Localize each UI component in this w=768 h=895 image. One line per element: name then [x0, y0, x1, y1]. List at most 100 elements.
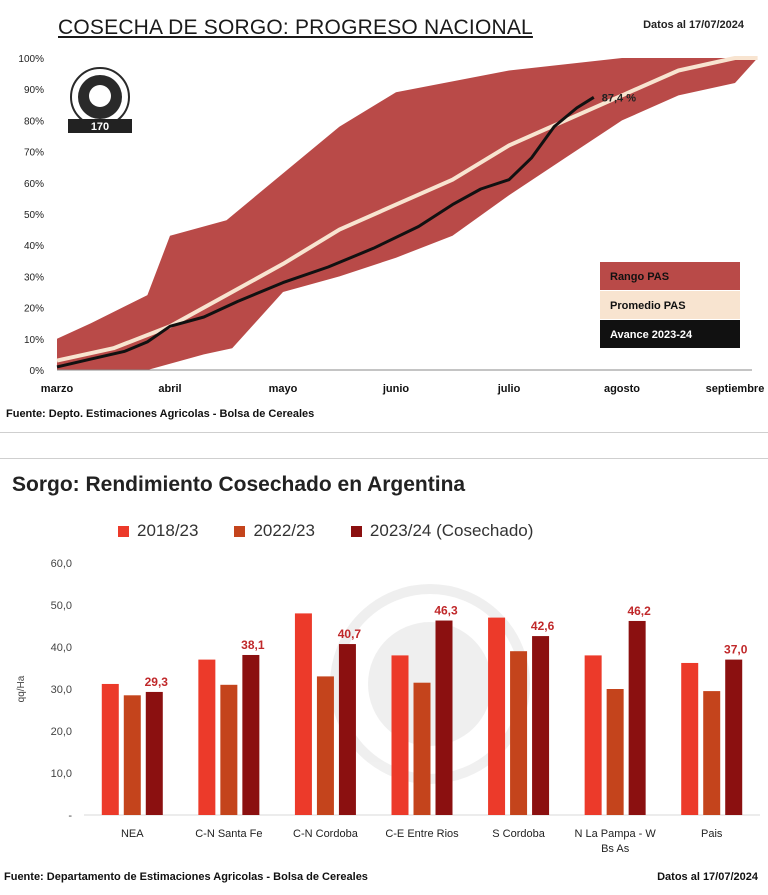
legend-label: Rango PAS — [610, 271, 669, 283]
progress-chart-panel: COSECHA DE SORGO: PROGRESO NACIONAL Dato… — [0, 0, 768, 433]
y-tick-label: 30% — [24, 272, 44, 283]
y-tick-label: 100% — [18, 54, 44, 65]
bar — [294, 613, 312, 815]
x-tick-label: C-N Santa Fe — [195, 828, 262, 840]
bar — [681, 662, 699, 815]
bar — [198, 659, 216, 815]
legend-item-progress: Avance 2023-24 — [600, 320, 740, 348]
y-axis-label: qq/Ha — [16, 675, 27, 702]
x-tick-label: septiembre — [706, 383, 765, 395]
bar — [628, 620, 646, 815]
yield-legend: 2018/23 2022/23 2023/24 (Cosechado) — [118, 521, 533, 541]
x-tick-label: Pais — [701, 828, 723, 840]
y-tick-label: 40,0 — [51, 642, 72, 654]
legend-item-2022-23: 2022/23 — [234, 521, 315, 541]
bar — [606, 689, 624, 815]
progress-end-label: 87,4 % — [602, 92, 636, 104]
y-tick-label: 60,0 — [51, 558, 72, 570]
y-tick-label: 40% — [24, 241, 44, 252]
y-tick-label: 90% — [24, 85, 44, 96]
legend-label: Avance 2023-24 — [610, 329, 693, 341]
bar-group: 38,1 — [198, 638, 265, 815]
bar-group: 29,3 — [101, 675, 169, 815]
y-tick-label: 60% — [24, 179, 44, 190]
data-label: 38,1 — [241, 638, 265, 652]
data-label: 42,6 — [531, 619, 555, 633]
y-tick-label: 30,0 — [51, 684, 72, 696]
legend-label: Promedio PAS — [610, 300, 686, 312]
yield-chart-svg: 60,0 50,0 40,0 30,0 20,0 10,0 - qq/Ha 29,3 NEA 38,… — [16, 558, 760, 855]
y-tick-label: 70% — [24, 148, 44, 159]
legend-swatch — [600, 320, 740, 348]
x-tick-label: N La Pampa - W Bs As — [574, 828, 656, 855]
bar — [338, 644, 356, 815]
x-tick-label: mayo — [269, 383, 298, 395]
bar — [510, 651, 528, 815]
legend-item-average: Promedio PAS — [600, 291, 740, 319]
x-tick-label: abril — [158, 383, 181, 395]
anniversary-logo: 170 — [68, 67, 132, 133]
bar-group: 37,0 — [681, 643, 748, 815]
bar — [413, 682, 431, 815]
legend-label: 2022/23 — [253, 521, 315, 540]
progress-line — [56, 96, 595, 369]
progress-chart-svg: 170 0% 10% 20% 30% 40% 50% 60% 70% 80% 90% 100% mar… — [18, 54, 765, 395]
x-tick-label: C-E Entre Rios — [385, 828, 459, 840]
data-label: 37,0 — [724, 643, 748, 657]
bar — [725, 659, 743, 815]
bar — [242, 654, 260, 815]
bar — [101, 683, 119, 815]
y-tick-label: 50% — [24, 210, 44, 221]
legend-swatch — [118, 525, 129, 537]
legend-swatch — [350, 525, 362, 537]
bar — [488, 617, 506, 815]
svg-text:170: 170 — [91, 121, 109, 133]
bar — [703, 691, 721, 815]
bar — [220, 684, 238, 815]
bar — [584, 655, 602, 815]
bar-group: 42,6 — [488, 617, 555, 815]
legend-item-2023-24: 2023/24 (Cosechado) — [350, 521, 534, 541]
bar-group: 46,2 — [584, 604, 651, 815]
legend-label: 2023/24 (Cosechado) — [369, 521, 534, 540]
bar — [145, 691, 163, 815]
data-label: 46,2 — [627, 604, 651, 618]
data-label: 40,7 — [338, 627, 362, 641]
bar-group: 46,3 — [391, 604, 458, 815]
y-tick-label: 20,0 — [51, 726, 72, 738]
yield-chart-title: Sorgo: Rendimiento Cosechado en Argentin… — [12, 473, 466, 496]
yield-chart-source: Fuente: Departamento de Estimaciones Agr… — [4, 871, 368, 883]
progress-chart-source: Fuente: Depto. Estimaciones Agricolas - … — [6, 408, 315, 420]
bar — [532, 636, 550, 815]
data-label: 29,3 — [145, 675, 169, 689]
yield-chart-panel: Sorgo: Rendimiento Cosechado en Argentin… — [0, 458, 768, 895]
yield-chart-date: Datos al 17/07/2024 — [657, 871, 758, 883]
y-tick-label: 50,0 — [51, 600, 72, 612]
x-tick-label: NEA — [121, 828, 144, 840]
y-tick-label: - — [68, 810, 72, 822]
bar — [435, 620, 453, 815]
bar-group: 40,7 — [294, 613, 362, 815]
bar — [123, 695, 141, 815]
y-tick-label: 80% — [24, 116, 44, 127]
legend-label: 2018/23 — [137, 521, 199, 540]
y-tick-label: 0% — [30, 366, 45, 377]
y-tick-label: 10,0 — [51, 768, 72, 780]
legend-swatch — [234, 525, 246, 537]
x-tick-label: S Cordoba — [492, 828, 545, 840]
x-tick-label: junio — [382, 383, 410, 395]
y-tick-label: 20% — [24, 304, 44, 315]
x-tick-label: agosto — [604, 383, 640, 395]
x-tick-label: julio — [497, 383, 521, 395]
x-tick-label: C-N Cordoba — [293, 828, 359, 840]
legend-swatch — [600, 262, 740, 290]
legend-item-2018-23: 2018/23 — [118, 521, 198, 541]
x-tick-label: marzo — [41, 383, 74, 395]
progress-chart-title: COSECHA DE SORGO: PROGRESO NACIONAL — [58, 16, 533, 39]
y-tick-label: 10% — [24, 335, 44, 346]
average-line — [56, 56, 758, 363]
data-label: 46,3 — [434, 604, 458, 618]
legend-swatch — [600, 291, 740, 319]
legend-item-range: Rango PAS — [600, 262, 740, 290]
progress-chart-date: Datos al 17/07/2024 — [643, 19, 744, 31]
